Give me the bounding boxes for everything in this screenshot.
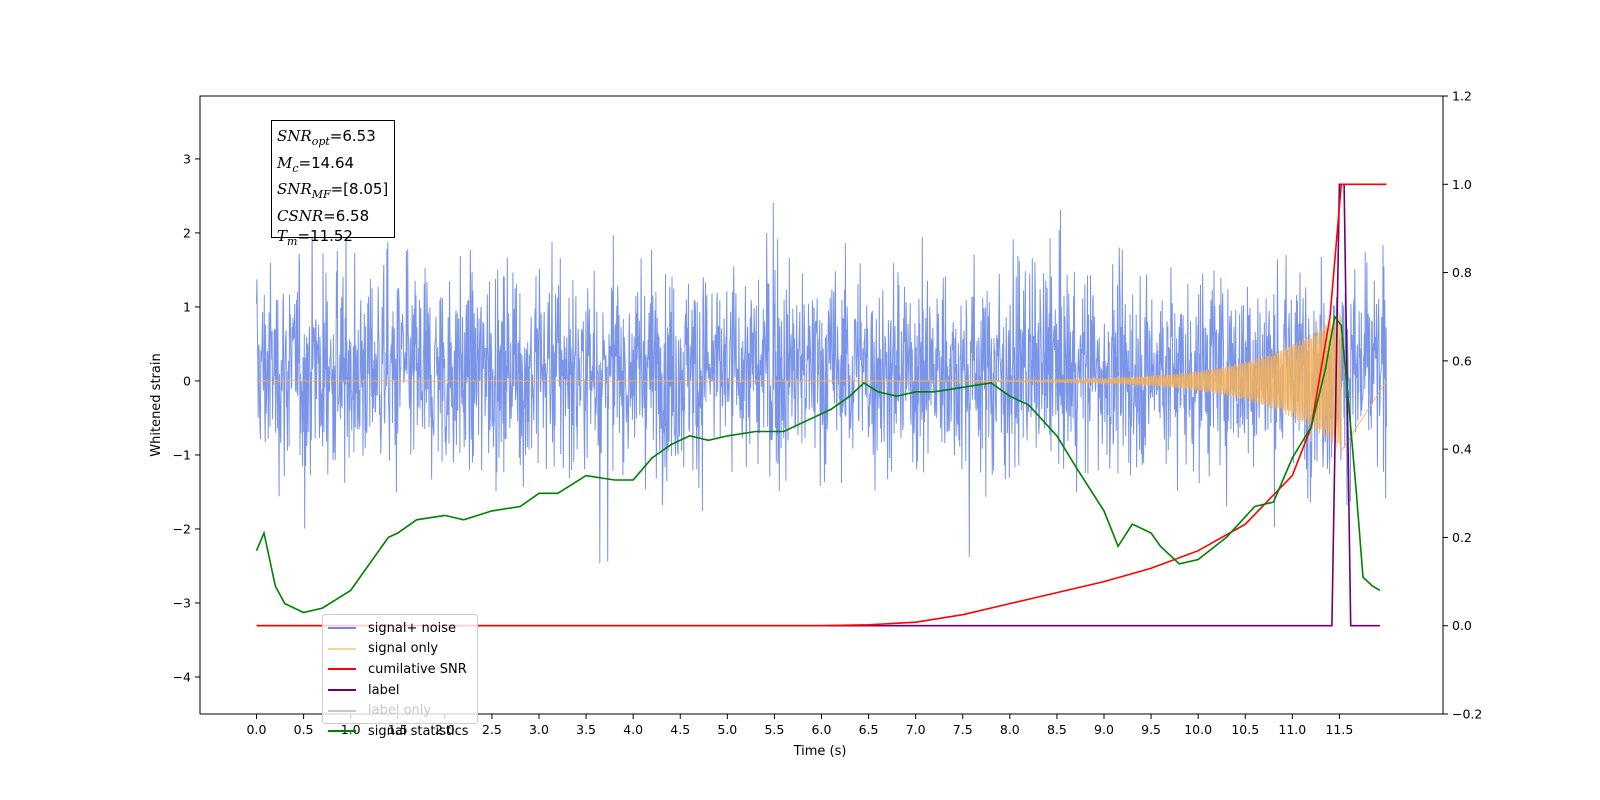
legend-item: cumilative SNR bbox=[328, 659, 477, 680]
x-tick-label: 10.5 bbox=[1231, 722, 1259, 737]
x-tick-label: 5.5 bbox=[764, 722, 784, 737]
y-left-tick-label: 3 bbox=[183, 151, 191, 166]
x-tick-label: 3.5 bbox=[576, 722, 596, 737]
annotation-subscript: opt bbox=[311, 135, 330, 148]
x-tick-label: 2.0 bbox=[435, 722, 455, 737]
x-tick-label: 6.5 bbox=[859, 722, 879, 737]
annotation-value: =11.52 bbox=[297, 227, 353, 245]
x-axis: 0.0 0.5 1.0 1.5 2.0 2.5 3.0 3.5 4.0 4.5 5.0 5.5 6.0 6… bbox=[247, 714, 1353, 737]
annotation-value: =14.64 bbox=[298, 153, 355, 172]
metrics-annotation-box: SNRopt=6.53 Mc=14.64 SNRMF=[8.05] CSNR=6.58… bbox=[271, 120, 395, 248]
legend-label: label bbox=[368, 682, 400, 698]
legend-label: label only bbox=[368, 703, 432, 719]
y-axis-left: 3 2 1 0 −1 −2 −3 −4 bbox=[173, 151, 200, 684]
annotation-value: =[8.05] bbox=[330, 180, 389, 198]
annotation-symbol: SNR bbox=[277, 127, 312, 145]
annotation-line: Mc=14.64 bbox=[277, 153, 394, 180]
y-axis-left-label: Whitened strain bbox=[149, 353, 164, 456]
x-tick-label: 9.5 bbox=[1141, 722, 1161, 737]
y-left-tick-label: 1 bbox=[183, 299, 191, 314]
x-tick-label: 0.5 bbox=[294, 722, 314, 737]
legend-swatch bbox=[328, 627, 356, 630]
series-signal-only bbox=[256, 312, 1387, 453]
legend-item: label bbox=[328, 680, 477, 701]
y-axis-right: 1.2 1.0 0.8 0.6 0.4 0.2 0.0 −0.2 bbox=[1443, 89, 1482, 722]
annotation-symbol: CSNR bbox=[277, 206, 324, 225]
x-tick-label: 8.5 bbox=[1047, 722, 1067, 737]
plot-area bbox=[255, 183, 1387, 627]
x-tick-label: 1.5 bbox=[388, 722, 408, 737]
legend-item: signal+ noise bbox=[328, 618, 477, 639]
legend-swatch bbox=[328, 647, 356, 650]
legend-swatch bbox=[328, 668, 356, 671]
y-right-tick-label: 0.4 bbox=[1452, 442, 1472, 457]
legend-label: signal only bbox=[368, 641, 439, 657]
x-tick-label: 7.0 bbox=[906, 722, 926, 737]
legend-swatch bbox=[328, 730, 356, 733]
legend-label: signal statistics bbox=[368, 723, 469, 739]
x-tick-label: 7.5 bbox=[953, 722, 973, 737]
y-left-tick-label: 0 bbox=[183, 373, 191, 388]
annotation-line: Tm=11.52 bbox=[277, 226, 394, 253]
annotation-symbol: SNR bbox=[277, 180, 312, 198]
legend-item: signal only bbox=[328, 639, 477, 660]
y-left-tick-label: −2 bbox=[173, 521, 191, 536]
annotation-value: =6.53 bbox=[329, 127, 376, 145]
x-tick-label: 11.0 bbox=[1278, 722, 1306, 737]
y-right-tick-label: 0.6 bbox=[1452, 353, 1472, 368]
x-tick-label: 6.0 bbox=[812, 722, 832, 737]
x-tick-label: 5.0 bbox=[717, 722, 737, 737]
x-tick-label: 8.0 bbox=[1000, 722, 1020, 737]
x-tick-label: 10.0 bbox=[1184, 722, 1212, 737]
x-tick-label: 2.5 bbox=[482, 722, 502, 737]
annotation-line: CSNR=6.58 bbox=[277, 206, 394, 227]
y-left-tick-label: −4 bbox=[173, 669, 191, 684]
legend-label: cumilative SNR bbox=[368, 661, 467, 677]
x-axis-label: Time (s) bbox=[793, 744, 847, 759]
x-tick-label: 11.5 bbox=[1325, 722, 1353, 737]
y-left-tick-label: −1 bbox=[173, 447, 191, 462]
legend-item: signal statistics bbox=[328, 721, 477, 742]
legend-swatch bbox=[328, 709, 356, 712]
x-tick-label: 4.5 bbox=[670, 722, 690, 737]
annotation-symbol: T bbox=[277, 227, 288, 245]
annotation-subscript: MF bbox=[311, 188, 331, 201]
annotation-subscript: c bbox=[292, 161, 299, 175]
annotation-value: =6.58 bbox=[323, 206, 370, 225]
annotation-line: SNRopt=6.53 bbox=[277, 126, 394, 153]
legend-label: signal+ noise bbox=[368, 620, 457, 636]
series-cumilative-snr bbox=[256, 183, 1387, 627]
annotation-symbol: M bbox=[277, 153, 293, 172]
x-tick-label: 9.0 bbox=[1094, 722, 1114, 737]
y-right-tick-label: 1.2 bbox=[1452, 89, 1472, 104]
y-right-tick-label: 0.0 bbox=[1452, 618, 1472, 633]
x-tick-label: 1.0 bbox=[341, 722, 361, 737]
y-right-tick-label: 0.8 bbox=[1452, 265, 1472, 280]
series-signal-statistics bbox=[255, 314, 1381, 614]
x-tick-label: 4.0 bbox=[623, 722, 643, 737]
chart-legend: signal+ noise signal only cumilative SNR la… bbox=[322, 614, 478, 739]
x-tick-label: 3.0 bbox=[529, 722, 549, 737]
annotation-line: SNRMF=[8.05] bbox=[277, 179, 394, 206]
legend-item: label only bbox=[328, 700, 477, 721]
y-right-tick-label: 1.0 bbox=[1452, 177, 1472, 192]
x-tick-label: 0.0 bbox=[247, 722, 267, 737]
y-right-tick-label: 0.2 bbox=[1452, 530, 1472, 545]
y-left-tick-label: −3 bbox=[173, 595, 191, 610]
annotation-subscript: m bbox=[287, 235, 298, 248]
y-left-tick-label: 2 bbox=[183, 225, 191, 240]
legend-swatch bbox=[328, 689, 356, 692]
y-right-tick-label: −0.2 bbox=[1452, 707, 1482, 722]
